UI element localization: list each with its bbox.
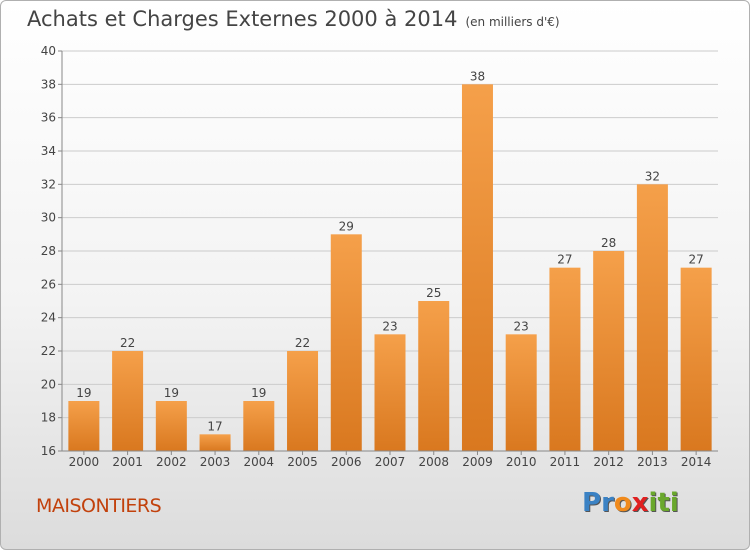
x-axis-ticks: 2000 2001 2002 2003 2004 2005 2006 2007 2008 2009… [69,451,712,469]
bar [461,84,493,451]
y-tick-label: 30 [41,211,56,225]
data-label: 28 [601,236,616,250]
logo-letter: x [631,488,649,518]
x-tick-label: 2005 [287,455,318,469]
x-tick-label: 2007 [375,455,406,469]
bar [593,251,625,451]
logo-letter: i [669,488,679,518]
bar [287,351,319,451]
data-label: 22 [120,336,135,350]
bar [549,267,581,451]
data-label: 22 [295,336,310,350]
y-tick-label: 38 [41,77,56,91]
y-tick-label: 16 [41,444,56,458]
data-label: 19 [251,386,266,400]
y-axis-ticks: 16 18 20 22 24 26 28 30 32 34 36 38 40 [41,44,62,458]
y-tick-label: 34 [41,144,56,158]
y-tick-label: 24 [41,311,56,325]
bar [418,301,450,451]
bar [155,401,187,451]
y-tick-label: 18 [41,411,56,425]
x-tick-label: 2006 [331,455,362,469]
bar [505,334,537,451]
y-tick-label: 32 [41,177,56,191]
chart-title-text: Achats et Charges Externes 2000 à 2014 [27,7,458,31]
logo-letter: i [648,488,658,518]
y-tick-label: 28 [41,244,56,258]
data-label: 17 [207,419,222,433]
y-tick-label: 20 [41,377,56,391]
bar [68,401,100,451]
x-tick-label: 2004 [244,455,275,469]
x-tick-label: 2011 [550,455,581,469]
data-label: 32 [645,169,660,183]
x-tick-label: 2002 [156,455,187,469]
data-label: 23 [382,319,397,333]
bar [199,434,231,451]
data-label: 25 [426,286,441,300]
x-tick-label: 2010 [506,455,537,469]
bar [636,184,668,452]
y-tick-label: 40 [41,44,56,58]
commune-name: MAISONTIERS [36,495,162,517]
proxiti-logo: Proxiti [582,488,679,518]
y-tick-label: 22 [41,344,56,358]
data-label: 38 [470,69,485,83]
x-tick-label: 2013 [637,455,668,469]
y-tick-label: 36 [41,111,56,125]
bar [374,334,406,451]
data-label: 27 [557,253,572,267]
x-tick-label: 2000 [69,455,100,469]
data-label: 19 [76,386,91,400]
bar [330,234,362,451]
x-tick-label: 2003 [200,455,231,469]
x-tick-label: 2001 [112,455,143,469]
data-labels: 19 22 19 17 19 22 29 23 25 38 23 27 28 32 27 [76,69,704,433]
bars [68,84,712,452]
x-tick-label: 2009 [462,455,493,469]
x-tick-label: 2012 [593,455,624,469]
x-tick-label: 2014 [681,455,712,469]
bar [680,267,712,451]
bar [112,351,144,451]
logo-letter: P [582,488,602,518]
logo-letter: t [657,488,670,518]
chart-subtitle: (en milliers d'€) [465,15,560,29]
logo-letter: r [601,488,614,518]
data-label: 23 [514,319,529,333]
x-tick-label: 2008 [418,455,449,469]
chart-title: Achats et Charges Externes 2000 à 2014 (e… [27,7,560,31]
data-label: 29 [339,219,354,233]
bar [243,401,275,451]
logo-letter: o [613,488,632,518]
y-tick-label: 26 [41,277,56,291]
data-label: 27 [688,253,703,267]
data-label: 19 [164,386,179,400]
